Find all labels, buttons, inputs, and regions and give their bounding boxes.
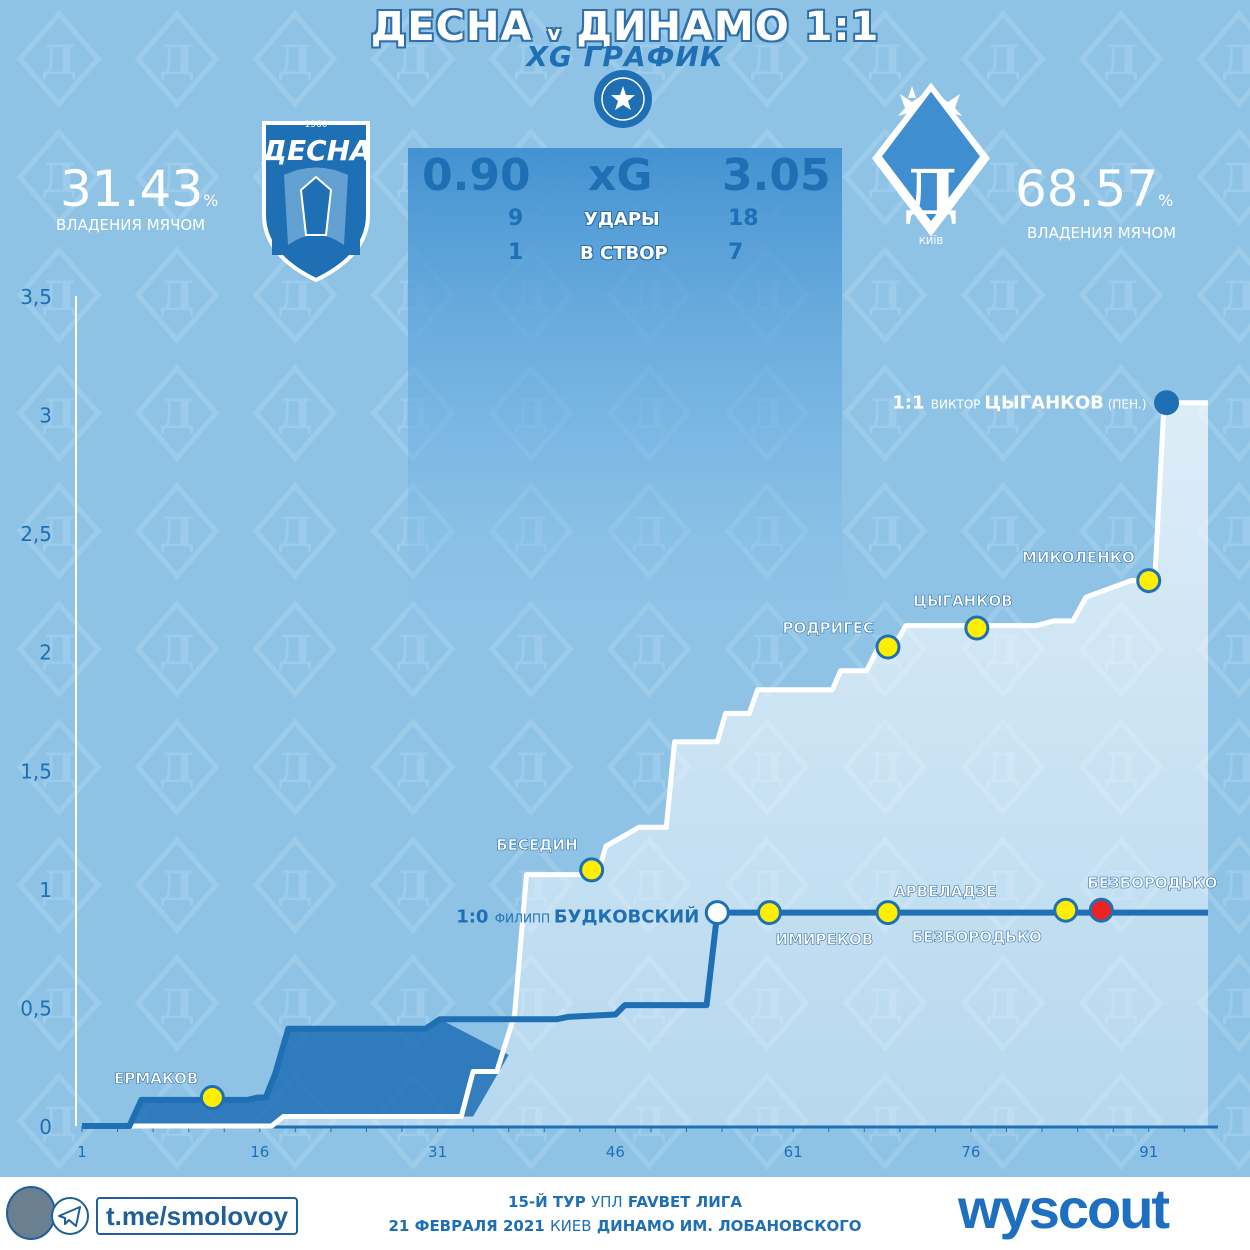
home-shots: 9 — [508, 206, 524, 231]
y-tick-label: 0 — [39, 1115, 52, 1139]
event-label: МИКОЛЕНКО — [1022, 549, 1135, 567]
event-marker — [579, 857, 605, 883]
event-label: ЦЫГАНКОВ — [913, 592, 1013, 610]
x-tick-label: 31 — [428, 1143, 447, 1161]
wyscout-logo: wyscout — [958, 1177, 1170, 1240]
event-score: 1:1 — [892, 393, 931, 414]
match-title: ДЕСНА v ДИНАМО 1:1 — [0, 4, 1250, 50]
home-on-target: 1 — [508, 240, 524, 265]
telegram-icon[interactable] — [50, 1196, 90, 1236]
event-marker — [756, 900, 782, 926]
away-possession-label: ВЛАДЕНИЯ МЯЧОМ — [1027, 224, 1177, 242]
stats-panel — [408, 148, 842, 668]
x-tick-label: 61 — [784, 1143, 803, 1161]
event-first-name: ФИЛИПП — [495, 912, 554, 926]
event-marker — [704, 900, 730, 926]
x-tick-label: 1 — [77, 1143, 87, 1161]
event-marker — [1136, 568, 1162, 594]
away-on-target: 7 — [728, 240, 744, 265]
event-marker — [199, 1085, 225, 1111]
chart-subtitle: XG ГРАФИК — [526, 40, 724, 73]
dynamo-area — [82, 402, 1208, 1126]
x-tick-label: 76 — [961, 1143, 980, 1161]
league-badge-icon — [594, 70, 652, 128]
dynamo-crest-icon: Д — [872, 82, 990, 237]
y-tick-label: 3,5 — [20, 285, 52, 309]
footer-round: 15-Й ТУР УПЛ FAVBET ЛИГА — [508, 1193, 742, 1211]
home-possession-label: ВЛАДЕНИЯ МЯЧОМ — [56, 216, 206, 234]
event-score: 1:0 — [456, 907, 495, 928]
footer-bar — [0, 1177, 1250, 1250]
y-tick-label: 3 — [39, 404, 52, 428]
title-versus: v — [547, 21, 562, 45]
dynamo-xg-line — [82, 400, 1208, 1129]
event-label: РОДРИГЕС — [783, 619, 874, 637]
event-marker — [1053, 897, 1079, 923]
footer-date-venue: 21 ФЕВРАЛЯ 2021 КИЕВ ДИНАМО ИМ. ЛОБАНОВС… — [388, 1217, 862, 1235]
event-marker — [1088, 897, 1114, 923]
event-label: БЕЗБОРОДЬКО — [1087, 874, 1217, 892]
home-possession: 31.43% — [60, 160, 219, 218]
title-away-score: ДИНАМО 1:1 — [576, 4, 880, 50]
dynamo-crest-city: КИЇВ — [918, 236, 944, 247]
event-marker — [1154, 390, 1180, 416]
event-label: 1:1 ВИКТОР ЦЫГАНКОВ (ПЕН.) — [892, 393, 1146, 414]
home-xg: 0.90 — [422, 150, 531, 201]
event-label: БЕСЕДИН — [496, 836, 577, 854]
desna-crest-name: ДЕСНА — [262, 134, 372, 167]
telegram-link[interactable]: t.me/smolovoy — [96, 1197, 299, 1235]
y-tick-label: 2 — [39, 641, 52, 665]
event-last-name: ЦЫГАНКОВ — [984, 393, 1104, 414]
away-possession: 68.57% — [1015, 160, 1174, 218]
event-marker — [875, 900, 901, 926]
event-label: 1:0 ФИЛИПП БУДКОВСКИЙ — [456, 906, 699, 928]
event-last-name: БУДКОВСКИЙ — [554, 906, 699, 928]
x-tick-label: 91 — [1139, 1143, 1158, 1161]
x-tick-label: 46 — [606, 1143, 625, 1161]
away-shots: 18 — [728, 206, 759, 231]
event-first-name: ВИКТОР — [931, 398, 985, 412]
event-label: ЕРМАКОВ — [114, 1070, 198, 1088]
x-tick-label: 16 — [250, 1143, 269, 1161]
shots-label: УДАРЫ — [584, 209, 660, 230]
y-tick-label: 2,5 — [20, 522, 52, 546]
desna-founded: 1960 — [304, 120, 328, 130]
desna-crest-icon — [262, 121, 370, 283]
event-marker — [875, 634, 901, 660]
author-avatar — [6, 1186, 56, 1240]
event-suffix: (ПЕН.) — [1104, 398, 1147, 412]
y-tick-label: 1,5 — [20, 759, 52, 783]
desna-lead-area — [82, 1019, 509, 1126]
away-xg: 3.05 — [722, 150, 831, 201]
on-target-label: В СТВОР — [580, 243, 668, 264]
event-label: БЕЗБОРОДЬКО — [912, 928, 1042, 946]
svg-text:Д: Д — [903, 156, 958, 229]
event-label: АРВЕЛАДЗЕ — [894, 883, 997, 901]
y-tick-label: 1 — [39, 878, 52, 902]
xg-label: xG — [588, 150, 653, 201]
event-marker — [964, 615, 990, 641]
y-tick-label: 0,5 — [20, 996, 52, 1020]
event-label: ИМИРЕКОВ — [775, 931, 873, 949]
title-home: ДЕСНА — [370, 4, 533, 50]
